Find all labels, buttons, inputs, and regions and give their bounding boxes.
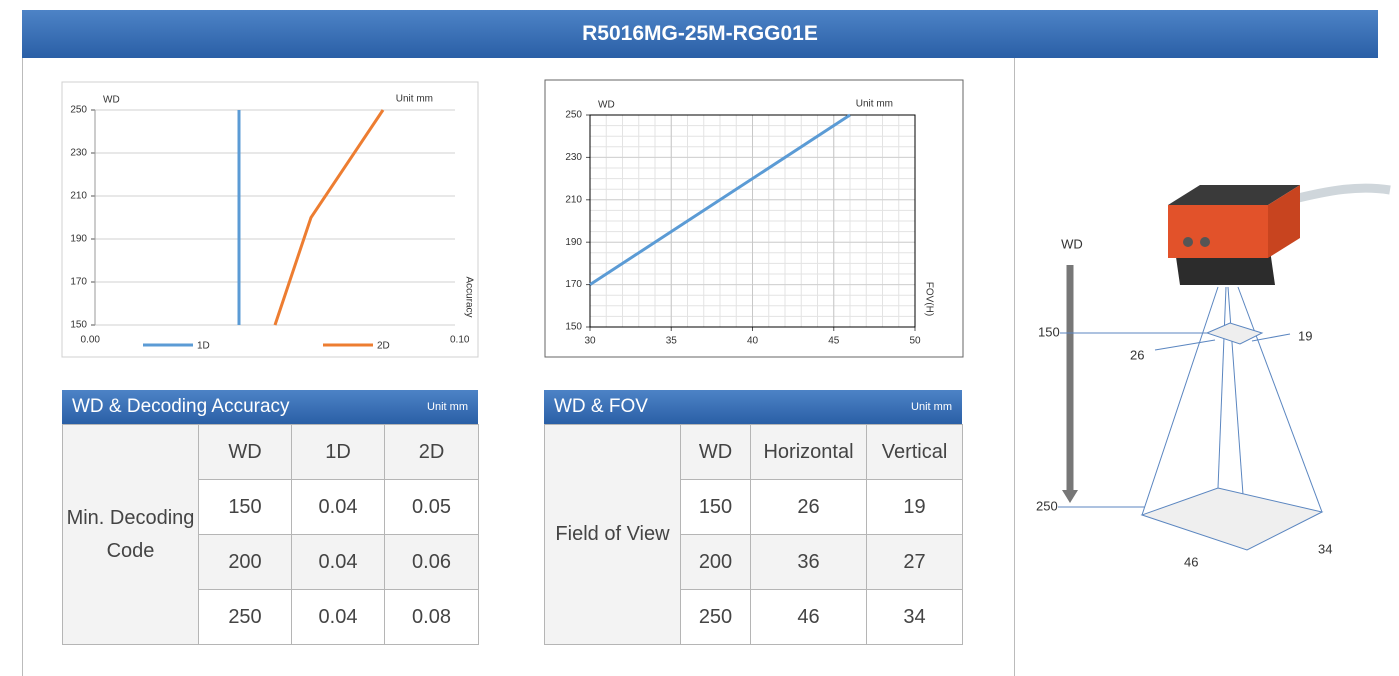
x-axis-label: Accuracy xyxy=(463,276,474,317)
x-tick-label: 0.00 xyxy=(81,335,101,346)
cell: 27 xyxy=(867,535,963,590)
y-tick-label: 230 xyxy=(70,148,87,159)
y-tick-label: 210 xyxy=(565,194,582,205)
y-tick-label: 190 xyxy=(565,237,582,248)
cell: 0.04 xyxy=(292,480,385,535)
x-tick-label: 35 xyxy=(666,336,678,347)
cell: 0.06 xyxy=(385,535,479,590)
dim-label: 26 xyxy=(1130,347,1144,362)
page: {"header": {"title": "R5016MG-25M-RGG01E… xyxy=(0,0,1399,676)
dim-label: 34 xyxy=(1318,541,1332,556)
y-axis-label: WD xyxy=(103,95,120,106)
cell: 0.05 xyxy=(385,480,479,535)
cell: 34 xyxy=(867,590,963,645)
wd-label: 250 xyxy=(1036,498,1058,513)
dim-label: 46 xyxy=(1184,554,1198,569)
y-tick-label: 250 xyxy=(70,105,87,116)
legend-label: 1D xyxy=(197,341,210,352)
wd-arrow-head xyxy=(1062,490,1078,503)
y-tick-label: 170 xyxy=(70,277,87,288)
x-tick-label: 40 xyxy=(747,336,759,347)
column-header: Vertical xyxy=(867,425,963,480)
column-header: Horizontal xyxy=(751,425,867,480)
dim-label: 19 xyxy=(1298,328,1312,343)
cell: 150 xyxy=(199,480,292,535)
y-tick-label: 150 xyxy=(70,320,87,331)
table-unit: Unit mm xyxy=(911,401,952,413)
table-header: WD & Decoding Accuracy Unit mm xyxy=(62,390,478,424)
y-tick-label: 250 xyxy=(565,110,582,121)
axis-label: WD xyxy=(1061,236,1083,251)
x-tick-label: 50 xyxy=(909,336,921,347)
charts: 150 170 190 210 230 250 0.00 0.10 WD Unit mm Accur… xyxy=(0,0,1000,380)
unit-label: Unit mm xyxy=(396,94,433,105)
table-title: WD & FOV xyxy=(554,396,648,418)
camera-front xyxy=(1168,205,1268,258)
y-tick-label: 230 xyxy=(565,152,582,163)
chart: 150 170 190 210 230 250 30 35 40 45 50 WD Unit mm FOV… xyxy=(545,80,963,357)
x-tick-label: 0.10 xyxy=(450,335,470,346)
cell: 200 xyxy=(199,535,292,590)
cable xyxy=(1290,188,1390,200)
camera-lens xyxy=(1183,237,1193,247)
cell: 0.04 xyxy=(292,590,385,645)
cell: 46 xyxy=(751,590,867,645)
x-tick-label: 45 xyxy=(828,336,840,347)
pyramid xyxy=(1142,287,1322,550)
chart: 150 170 190 210 230 250 0.00 0.10 WD Unit mm Accur… xyxy=(62,82,478,357)
legend-label: 2D xyxy=(377,341,390,352)
row-label: Min. Decoding Code xyxy=(63,425,199,645)
y-axis-label: WD xyxy=(598,100,615,111)
column-header: WD xyxy=(681,425,751,480)
cell: 0.04 xyxy=(292,535,385,590)
table-unit: Unit mm xyxy=(427,401,468,413)
cell: 36 xyxy=(751,535,867,590)
column-header: WD xyxy=(199,425,292,480)
y-tick-label: 170 xyxy=(565,279,582,290)
cell: 26 xyxy=(751,480,867,535)
chart-box xyxy=(545,80,963,357)
wd-label: 150 xyxy=(1038,324,1060,339)
cell: 19 xyxy=(867,480,963,535)
y-tick-label: 210 xyxy=(70,191,87,202)
y-tick-label: 190 xyxy=(70,234,87,245)
chart-box xyxy=(62,82,478,357)
x-tick-label: 30 xyxy=(584,336,596,347)
unit-label: Unit mm xyxy=(856,99,893,110)
column-header: 1D xyxy=(292,425,385,480)
x-axis-label: FOV(H) xyxy=(923,282,934,316)
cell: 250 xyxy=(681,590,751,645)
camera-lens xyxy=(1200,237,1210,247)
cell: 200 xyxy=(681,535,751,590)
table-title: WD & Decoding Accuracy xyxy=(72,396,290,418)
table-block: WD & Decoding Accuracy Unit mm Min. Decodi… xyxy=(62,390,478,645)
y-tick-label: 150 xyxy=(565,322,582,333)
cell: 250 xyxy=(199,590,292,645)
fov-diagram: WD 150 250 26 19 46 34 xyxy=(1015,58,1399,676)
row-label: Field of View xyxy=(545,425,681,645)
table-header: WD & FOV Unit mm xyxy=(544,390,962,424)
cell: 150 xyxy=(681,480,751,535)
cell: 0.08 xyxy=(385,590,479,645)
column-header: 2D xyxy=(385,425,479,480)
